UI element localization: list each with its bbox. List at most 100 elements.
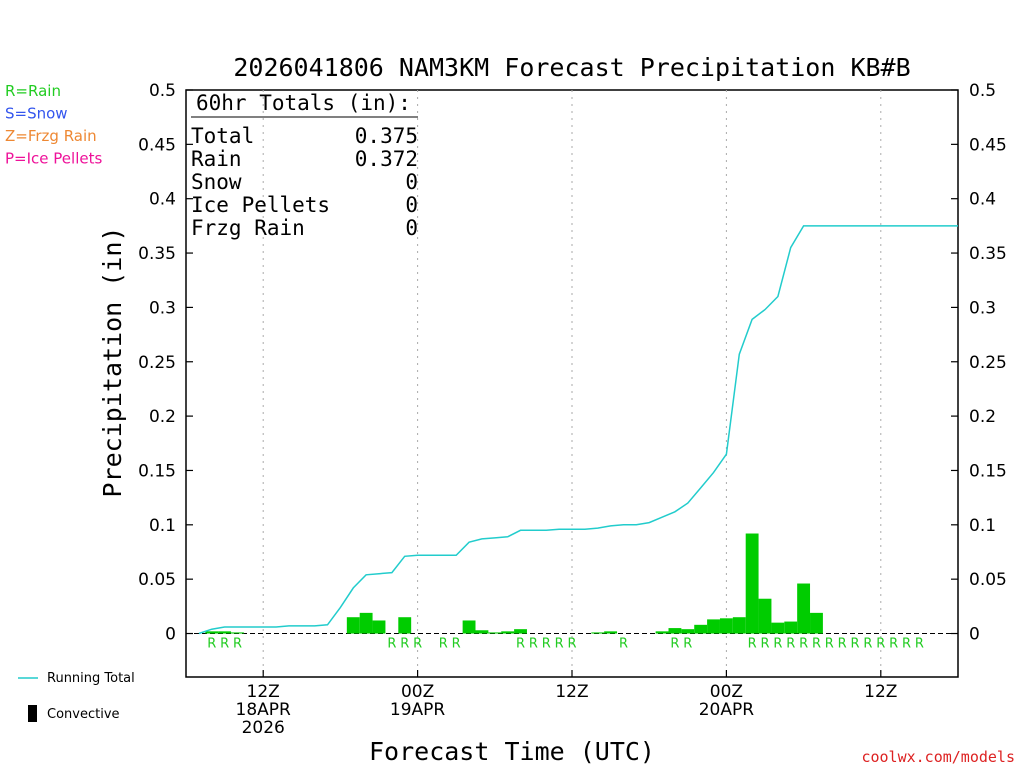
x-axis-title: Forecast Time (UTC) <box>369 737 655 766</box>
y-tick-label-right: 0.3 <box>969 298 996 318</box>
ptype-label: R <box>400 637 409 652</box>
precip-bar <box>462 620 476 634</box>
precip-bar <box>681 629 695 634</box>
y-tick-label-left: 0.05 <box>138 570 176 590</box>
y-tick-label-left: 0.4 <box>149 190 176 210</box>
precip-bar <box>745 533 759 634</box>
ptype-label: R <box>773 637 782 652</box>
x-tick-label: 00Z <box>401 682 434 702</box>
ptype-label: R <box>233 637 242 652</box>
y-tick-label-left: 0.3 <box>149 298 176 318</box>
totals-row-value: 0.372 <box>355 147 418 171</box>
y-tick-label-left: 0.15 <box>138 461 176 481</box>
ptype-label: R <box>567 637 576 652</box>
ptype-label: R <box>413 637 422 652</box>
precip-bar <box>488 632 502 634</box>
ptype-label: R <box>863 637 872 652</box>
precip-bar <box>218 631 232 634</box>
totals-row-label: Snow <box>191 170 242 194</box>
x-tick-label: 12Z <box>864 682 897 702</box>
x-tick-label: 19APR <box>390 700 446 720</box>
totals-row-value: 0.375 <box>355 124 418 148</box>
running-total-line <box>198 225 958 635</box>
precip-bar <box>372 620 386 634</box>
ptype-label: R <box>760 637 769 652</box>
totals-header: 60hr Totals (in): <box>196 91 411 115</box>
ptype-label: R <box>516 637 525 652</box>
totals-row-label: Rain <box>191 147 242 171</box>
totals-row-label: Frzg Rain <box>191 216 305 240</box>
precip-bar <box>810 612 823 634</box>
ptype-label: R <box>439 637 448 652</box>
convective-legend-swatch <box>28 705 37 722</box>
ptype-label: R <box>555 637 564 652</box>
y-tick-label-left: 0 <box>165 625 176 645</box>
precip-type-legend-item: R=Rain <box>5 82 61 100</box>
watermark: coolwx.com/models <box>861 748 1015 766</box>
y-axis-title: Precipitation (in) <box>98 227 127 498</box>
precip-bar <box>668 628 682 634</box>
ptype-label: R <box>876 637 885 652</box>
running-total-legend-label: Running Total <box>47 671 135 686</box>
precip-bar <box>707 619 720 634</box>
totals-row-value: 0 <box>405 170 418 194</box>
y-tick-label-left: 0.45 <box>138 135 176 155</box>
totals-row-label: Total <box>191 124 254 148</box>
legend: R=Rain S=Snow Z=Frzg Rain P=Ice Pellets Runn… <box>5 82 135 722</box>
totals-row-value: 0 <box>405 193 418 217</box>
ptype-label: R <box>902 637 911 652</box>
precip-bar <box>784 621 798 634</box>
plot-area: 0.5 0.5 0.45 0.45 0.4 0.4 0.35 0.35 0.3 0.3 0.25 0.… <box>138 81 1007 738</box>
ptype-label: R <box>915 637 924 652</box>
precip-bar <box>359 612 373 634</box>
precip-bar <box>398 617 412 634</box>
ptype-label: R <box>748 637 757 652</box>
ptype-label: R <box>529 637 538 652</box>
precip-bar <box>719 618 733 634</box>
y-tick-label-right: 0.5 <box>969 81 996 101</box>
precip-bar <box>346 617 360 634</box>
ptype-label: R <box>812 637 821 652</box>
totals-row-value: 0 <box>405 216 418 240</box>
ptype-label: R <box>387 637 396 652</box>
precip-bar <box>591 632 605 634</box>
x-tick-label: 20APR <box>699 700 755 720</box>
precip-bar <box>732 617 746 634</box>
precip-bar <box>771 622 785 634</box>
x-tick-label: 18APR <box>236 700 292 720</box>
ptype-label: R <box>670 637 679 652</box>
y-tick-label-left: 0.1 <box>149 516 176 536</box>
precip-type-legend-item: Z=Frzg Rain <box>5 127 97 145</box>
y-tick-label-left: 0.25 <box>138 353 176 373</box>
precip-bar <box>655 631 669 634</box>
y-tick-label-right: 0.2 <box>969 407 996 427</box>
y-tick-label-right: 0.25 <box>969 353 1007 373</box>
ptype-label: R <box>786 637 795 652</box>
y-tick-label-right: 0.15 <box>969 461 1007 481</box>
chart-title: 2026041806 NAM3KM Forecast Precipitation… <box>233 53 910 82</box>
y-tick-label-right: 0.1 <box>969 516 996 536</box>
convective-legend-label: Convective <box>47 707 120 722</box>
ptype-label: R <box>207 637 216 652</box>
precip-type-legend-item: S=Snow <box>5 105 68 123</box>
y-tick-label-left: 0.5 <box>149 81 176 101</box>
precip-bar <box>501 631 515 634</box>
y-tick-label-left: 0.2 <box>149 407 176 427</box>
x-tick-label: 12Z <box>247 682 280 702</box>
totals-row-label: Ice Pellets <box>191 193 330 217</box>
precip-bar <box>231 632 244 634</box>
ptype-label: R <box>619 637 628 652</box>
ptype-label: R <box>683 637 692 652</box>
precip-bar <box>514 629 527 634</box>
y-tick-label-right: 0.4 <box>969 190 996 210</box>
precip-bar <box>758 598 772 634</box>
x-tick-label: 12Z <box>555 682 588 702</box>
precip-bar <box>604 631 618 634</box>
y-tick-label-right: 0 <box>969 625 980 645</box>
ptype-label: R <box>799 637 808 652</box>
ptype-label: R <box>220 637 229 652</box>
ptype-label: R <box>825 637 834 652</box>
precip-bar <box>475 630 489 634</box>
ptype-label: R <box>452 637 461 652</box>
